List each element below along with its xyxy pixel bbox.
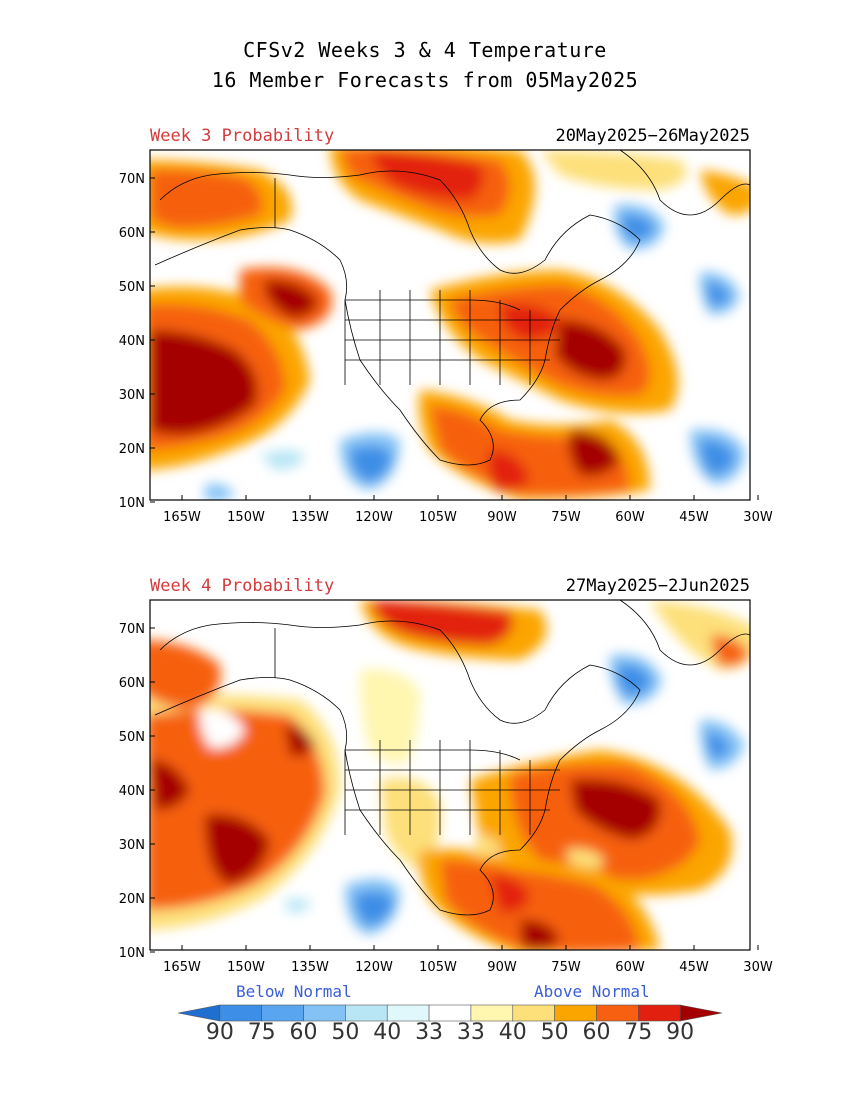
colorbar-cell	[303, 1004, 346, 1022]
lat-tick-label: 20N	[119, 892, 145, 907]
week4-map: 165W 150W 135W 120W 105W 90W 75W 60W 45W 30W 70N 60…	[119, 599, 773, 975]
chart-title-line1: CFSv2 Weeks 3 & 4 Temperature	[243, 38, 607, 62]
colorbar-cell	[554, 1004, 597, 1022]
lon-tick-label: 90W	[487, 960, 517, 975]
colorbar-cell	[219, 1004, 262, 1022]
lon-tick-label: 75W	[551, 510, 581, 525]
lon-tick-label: 30W	[743, 510, 773, 525]
colorbar-tick-label: 50	[331, 1020, 360, 1045]
lon-tick-label: 120W	[355, 960, 393, 975]
lon-tick-label: 60W	[615, 510, 645, 525]
lat-tick-label: 50N	[119, 280, 145, 295]
lat-tick-label: 30N	[119, 838, 145, 853]
panel1-label: Week 3 Probability	[150, 126, 335, 146]
colorbar-tick-label: 90	[205, 1020, 234, 1045]
colorbar-cell	[261, 1004, 304, 1022]
lon-tick-label: 105W	[419, 510, 457, 525]
lon-tick-label: 150W	[227, 960, 265, 975]
chart-title-line2: 16 Member Forecasts from 05May2025	[211, 68, 639, 92]
above-normal-label: Above Normal	[534, 982, 650, 1001]
lat-tick-label: 30N	[119, 388, 145, 403]
lat-tick-label: 10N	[119, 946, 145, 961]
lat-tick-label: 40N	[119, 784, 145, 799]
lon-tick-label: 60W	[615, 960, 645, 975]
colorbar-cell	[428, 1004, 472, 1022]
lon-tick-label: 45W	[679, 960, 709, 975]
colorbar-tick-label: 75	[624, 1020, 653, 1045]
lat-tick-label: 20N	[119, 442, 145, 457]
lat-tick-label: 60N	[119, 226, 145, 241]
colorbar-cell	[345, 1004, 388, 1022]
colorbar-tick-label: 60	[289, 1020, 318, 1045]
colorbar-tick-label: 40	[373, 1020, 402, 1045]
colorbar-cell	[177, 1004, 221, 1022]
lon-tick-label: 30W	[743, 960, 773, 975]
panel2-dates: 27May2025−2Jun2025	[565, 576, 750, 596]
colorbar-tick-label: 33	[456, 1020, 485, 1045]
lon-tick-label: 135W	[291, 510, 329, 525]
colorbar-tick-label: 75	[247, 1020, 276, 1045]
lon-tick-label: 165W	[163, 960, 201, 975]
lon-tick-label: 135W	[291, 960, 329, 975]
colorbar-tick-label: 40	[498, 1020, 527, 1045]
week3-axis-ticks: 165W 150W 135W 120W 105W 90W 75W 60W 45W 30W 70N 60…	[119, 172, 773, 525]
lon-tick-label: 165W	[163, 510, 201, 525]
colorbar-cell	[638, 1004, 681, 1022]
lon-tick-label: 150W	[227, 510, 265, 525]
colorbar-cell	[512, 1004, 555, 1022]
lon-tick-label: 120W	[355, 510, 393, 525]
lat-tick-label: 70N	[119, 622, 145, 637]
lat-tick-label: 70N	[119, 172, 145, 187]
lon-tick-label: 75W	[551, 960, 581, 975]
lon-tick-label: 45W	[679, 510, 709, 525]
lon-tick-label: 105W	[419, 960, 457, 975]
colorbar	[177, 1004, 723, 1022]
lat-tick-label: 50N	[119, 730, 145, 745]
lat-tick-label: 60N	[119, 676, 145, 691]
panel1-dates: 20May2025−26May2025	[555, 126, 750, 146]
colorbar-tick-label: 60	[582, 1020, 611, 1045]
colorbar-tick-label: 33	[415, 1020, 444, 1045]
colorbar-tick-label: 50	[540, 1020, 569, 1045]
lat-tick-label: 10N	[119, 496, 145, 511]
colorbar-cell	[470, 1004, 514, 1022]
colorbar-tick-label: 90	[666, 1020, 695, 1045]
colorbar-cell	[596, 1004, 639, 1022]
below-normal-label: Below Normal	[236, 982, 352, 1001]
colorbar-cell	[386, 1004, 430, 1022]
colorbar-cell	[679, 1004, 723, 1022]
lat-tick-label: 40N	[119, 334, 145, 349]
lon-tick-label: 90W	[487, 510, 517, 525]
week3-map: 165W 150W 135W 120W 105W 90W 75W 60W 45W 30W 70N 60…	[119, 149, 773, 525]
week4-axis-ticks: 165W 150W 135W 120W 105W 90W 75W 60W 45W 30W 70N 60…	[119, 622, 773, 975]
panel2-label: Week 4 Probability	[150, 576, 335, 596]
